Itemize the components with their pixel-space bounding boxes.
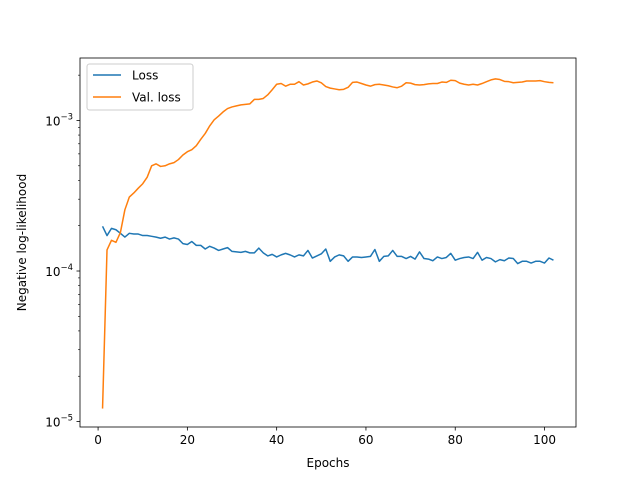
series-line-2 xyxy=(101,78,554,409)
legend-label: Loss xyxy=(132,69,158,83)
x-tick-label: 20 xyxy=(180,433,195,447)
plot-frame xyxy=(79,57,577,428)
x-tick-label: 40 xyxy=(269,433,284,447)
axes-layer: 0 20 40 60 80 100 10−5 10−4 10−3 xyxy=(45,57,577,447)
x-tick-label: 80 xyxy=(448,433,463,447)
y-axis-title: Negative log-likelihood xyxy=(15,174,29,311)
legend-label: Val. loss xyxy=(132,91,181,105)
y-tick-label: 10−3 xyxy=(45,112,73,128)
x-tick-label: 0 xyxy=(94,433,102,447)
x-tick-label: 60 xyxy=(358,433,373,447)
x-tick-label: 100 xyxy=(533,433,556,447)
x-axis-title: Epochs xyxy=(307,456,350,470)
y-tick-label: 10−5 xyxy=(45,414,73,430)
series-layer xyxy=(101,78,554,409)
y-tick-label: 10−4 xyxy=(45,263,73,279)
series-line-1 xyxy=(101,226,554,265)
legend: Loss Val. loss xyxy=(86,63,194,111)
